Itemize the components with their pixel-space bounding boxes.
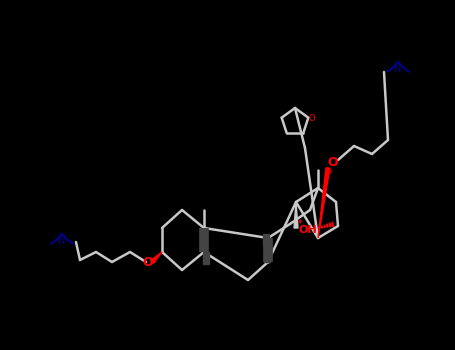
Bar (203, 252, 209, 264)
Polygon shape (151, 252, 162, 264)
Text: ♦: ♦ (297, 219, 303, 225)
Text: OH: OH (298, 225, 317, 235)
Bar (263, 234, 269, 246)
Text: O: O (328, 155, 339, 168)
Text: N: N (394, 64, 402, 74)
Text: N: N (58, 236, 66, 246)
Bar (264, 250, 270, 262)
Text: O: O (308, 114, 314, 123)
Polygon shape (294, 202, 298, 228)
Polygon shape (318, 168, 330, 238)
Text: O: O (143, 256, 153, 268)
Text: ♦: ♦ (327, 169, 333, 175)
